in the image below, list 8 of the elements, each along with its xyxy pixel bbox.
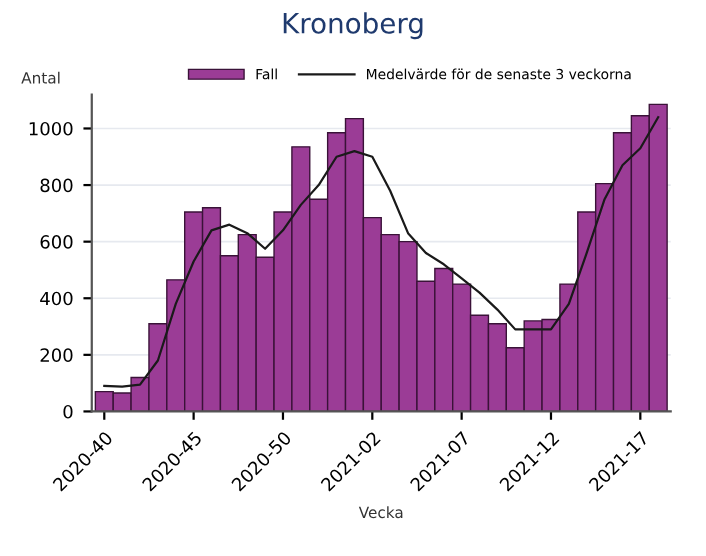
- chart-title: Kronoberg: [283, 12, 423, 40]
- y-tick-label: 600: [40, 235, 73, 249]
- y-tick-label: 0: [63, 404, 73, 419]
- y-tick-label: 800: [40, 178, 73, 193]
- y-tick-label: 200: [40, 348, 73, 362]
- y-tick-label: 400: [40, 291, 73, 306]
- line-series: [103, 116, 660, 388]
- y-tick-label: 1000: [29, 121, 73, 136]
